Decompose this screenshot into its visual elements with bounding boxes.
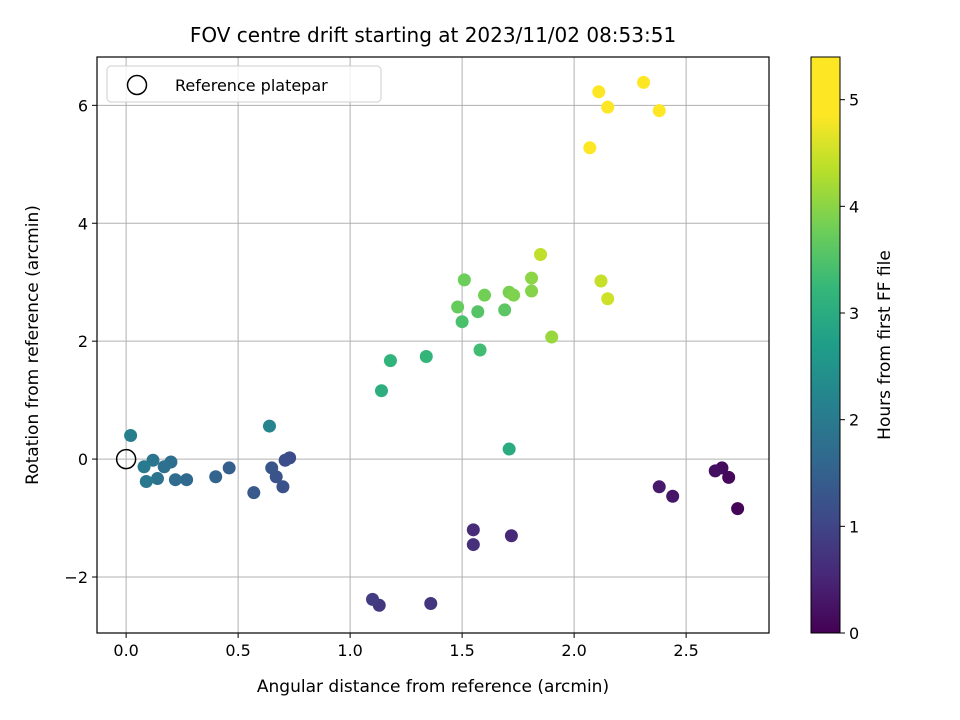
data-point — [722, 470, 736, 484]
colorbar-tick-label: 3 — [849, 304, 859, 323]
data-point — [139, 474, 153, 488]
data-point — [583, 141, 597, 155]
legend-box — [106, 65, 382, 103]
plot-frame — [96, 56, 770, 634]
data-point — [247, 486, 261, 500]
grid — [97, 57, 769, 633]
data-point — [150, 472, 164, 486]
data-point — [601, 292, 615, 306]
legend-reference-marker — [126, 74, 148, 96]
data-points — [124, 75, 745, 612]
data-point — [637, 75, 651, 89]
data-point — [545, 330, 559, 344]
colorbar-ticks: 0 1 2 3 4 5 — [840, 91, 859, 643]
y-tick-label: 2 — [78, 332, 88, 351]
data-point — [374, 384, 388, 398]
x-tick-label: 0.0 — [113, 641, 138, 660]
data-point — [265, 461, 279, 475]
data-point — [504, 529, 518, 543]
reference-platepar-marker — [115, 448, 137, 470]
colorbar-tick-label: 4 — [849, 197, 859, 216]
colorbar-tick-label: 5 — [849, 91, 859, 110]
data-point — [137, 460, 151, 474]
data-point — [498, 303, 512, 317]
data-point — [146, 453, 160, 467]
data-point — [457, 273, 471, 287]
data-point — [594, 274, 608, 288]
data-point — [466, 538, 480, 552]
y-tick-label: 0 — [78, 450, 88, 469]
x-tick-label: 2.0 — [561, 641, 586, 660]
data-point — [222, 461, 236, 475]
colorbar-tick-label: 2 — [849, 411, 859, 430]
y-tick-label: 4 — [78, 214, 88, 233]
data-point — [601, 100, 615, 114]
data-point — [592, 85, 606, 99]
data-point — [507, 288, 521, 302]
x-tick-label: 1.0 — [337, 641, 362, 660]
colorbar-tick-label: 1 — [849, 517, 859, 536]
data-point — [652, 480, 666, 494]
data-point — [708, 464, 722, 478]
data-point — [466, 523, 480, 537]
x-tick-label: 0.5 — [225, 641, 250, 660]
legend-label: Reference platepar — [175, 76, 328, 95]
data-point — [471, 305, 485, 319]
data-point — [276, 480, 290, 494]
x-tick-label: 1.5 — [449, 641, 474, 660]
x-axis-label: Angular distance from reference (arcmin) — [257, 677, 609, 697]
data-point — [534, 248, 548, 262]
colorbar-gradient — [810, 56, 841, 634]
data-point — [525, 271, 539, 285]
data-point — [180, 473, 194, 487]
colorbar-tick-label: 0 — [849, 624, 859, 643]
y-tick-label: −2 — [64, 568, 88, 587]
data-point — [478, 288, 492, 302]
colorbar-label: Hours from first FF file — [875, 250, 895, 440]
y-axis-ticks: −2 0 2 4 6 — [64, 96, 97, 587]
data-point — [366, 592, 380, 606]
data-point — [451, 300, 465, 314]
data-point — [157, 460, 171, 474]
data-point — [383, 354, 397, 368]
data-point — [419, 349, 433, 363]
colorbar: 0 1 2 3 4 5 Hours from first FF file — [810, 56, 895, 643]
x-axis-ticks: 0.0 0.5 1.0 1.5 2.0 2.5 — [113, 633, 699, 660]
data-point — [473, 343, 487, 357]
chart-title: FOV centre drift starting at 2023/11/02 … — [190, 23, 676, 47]
y-axis-label: Rotation from reference (arcmin) — [23, 205, 43, 485]
reference-point — [115, 448, 137, 470]
data-point — [168, 473, 182, 487]
legend: Reference platepar — [106, 65, 382, 103]
data-point — [731, 502, 745, 516]
data-point — [525, 284, 539, 298]
data-point — [652, 104, 666, 118]
x-tick-label: 2.5 — [673, 641, 698, 660]
data-point — [278, 453, 292, 467]
data-point — [666, 489, 680, 503]
data-point — [455, 315, 469, 329]
data-point — [424, 597, 438, 611]
data-point — [209, 470, 223, 484]
data-point — [124, 428, 138, 442]
y-tick-label: 6 — [78, 96, 88, 115]
data-point — [502, 442, 516, 456]
data-point — [262, 419, 276, 433]
